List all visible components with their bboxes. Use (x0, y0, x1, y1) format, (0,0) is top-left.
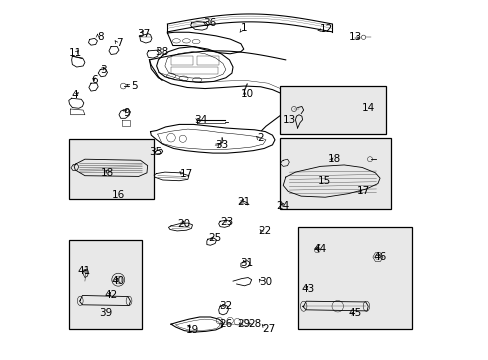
Text: 8: 8 (97, 32, 103, 41)
Text: 34: 34 (194, 115, 207, 125)
Text: 15: 15 (317, 176, 330, 186)
Text: 21: 21 (237, 197, 250, 207)
Text: 13: 13 (282, 115, 295, 125)
Text: 42: 42 (104, 291, 118, 301)
Text: 40: 40 (111, 276, 124, 286)
Text: 17: 17 (356, 186, 369, 197)
Bar (279, 138, 390, 210)
Text: 45: 45 (347, 309, 361, 318)
Text: 19: 19 (185, 325, 199, 335)
Text: 14: 14 (361, 103, 374, 113)
Text: 44: 44 (313, 244, 326, 254)
Text: 6: 6 (91, 75, 98, 85)
Text: 20: 20 (177, 219, 190, 229)
Text: 38: 38 (154, 46, 167, 57)
Bar (279, 86, 386, 134)
Bar (171, 56, 192, 65)
Text: 39: 39 (99, 309, 112, 318)
Text: 28: 28 (247, 319, 261, 329)
Bar (197, 56, 218, 65)
Text: 30: 30 (258, 277, 271, 287)
Text: 2: 2 (257, 133, 264, 143)
Text: 23: 23 (220, 217, 233, 227)
Text: 12: 12 (319, 24, 332, 35)
Text: 35: 35 (149, 147, 162, 157)
Text: 22: 22 (258, 226, 271, 236)
Text: 46: 46 (373, 252, 386, 262)
Text: 24: 24 (276, 201, 289, 211)
Text: 37: 37 (137, 29, 150, 39)
Text: 17: 17 (180, 168, 193, 179)
Text: 32: 32 (219, 301, 232, 311)
Text: 9: 9 (123, 108, 130, 118)
Text: 36: 36 (203, 18, 216, 28)
Text: 3: 3 (101, 64, 107, 75)
Text: 25: 25 (208, 233, 221, 243)
Text: 7: 7 (116, 38, 123, 48)
Bar (69, 240, 142, 329)
Text: 18: 18 (327, 154, 341, 164)
Text: 31: 31 (239, 258, 252, 268)
Text: 27: 27 (262, 324, 275, 334)
Bar (297, 227, 411, 329)
Text: 41: 41 (77, 266, 90, 276)
Text: 16: 16 (111, 190, 124, 200)
Text: 5: 5 (130, 81, 137, 91)
Text: 29: 29 (237, 319, 250, 329)
Text: 1: 1 (240, 23, 246, 33)
Text: 26: 26 (219, 319, 232, 329)
Text: 18: 18 (101, 168, 114, 178)
Bar (69, 139, 154, 199)
Text: 13: 13 (347, 32, 361, 42)
Text: 4: 4 (72, 90, 79, 100)
Text: 33: 33 (215, 140, 228, 150)
Text: 43: 43 (301, 284, 314, 294)
Bar (171, 67, 217, 74)
Text: 10: 10 (240, 89, 253, 99)
Text: 11: 11 (68, 48, 81, 58)
